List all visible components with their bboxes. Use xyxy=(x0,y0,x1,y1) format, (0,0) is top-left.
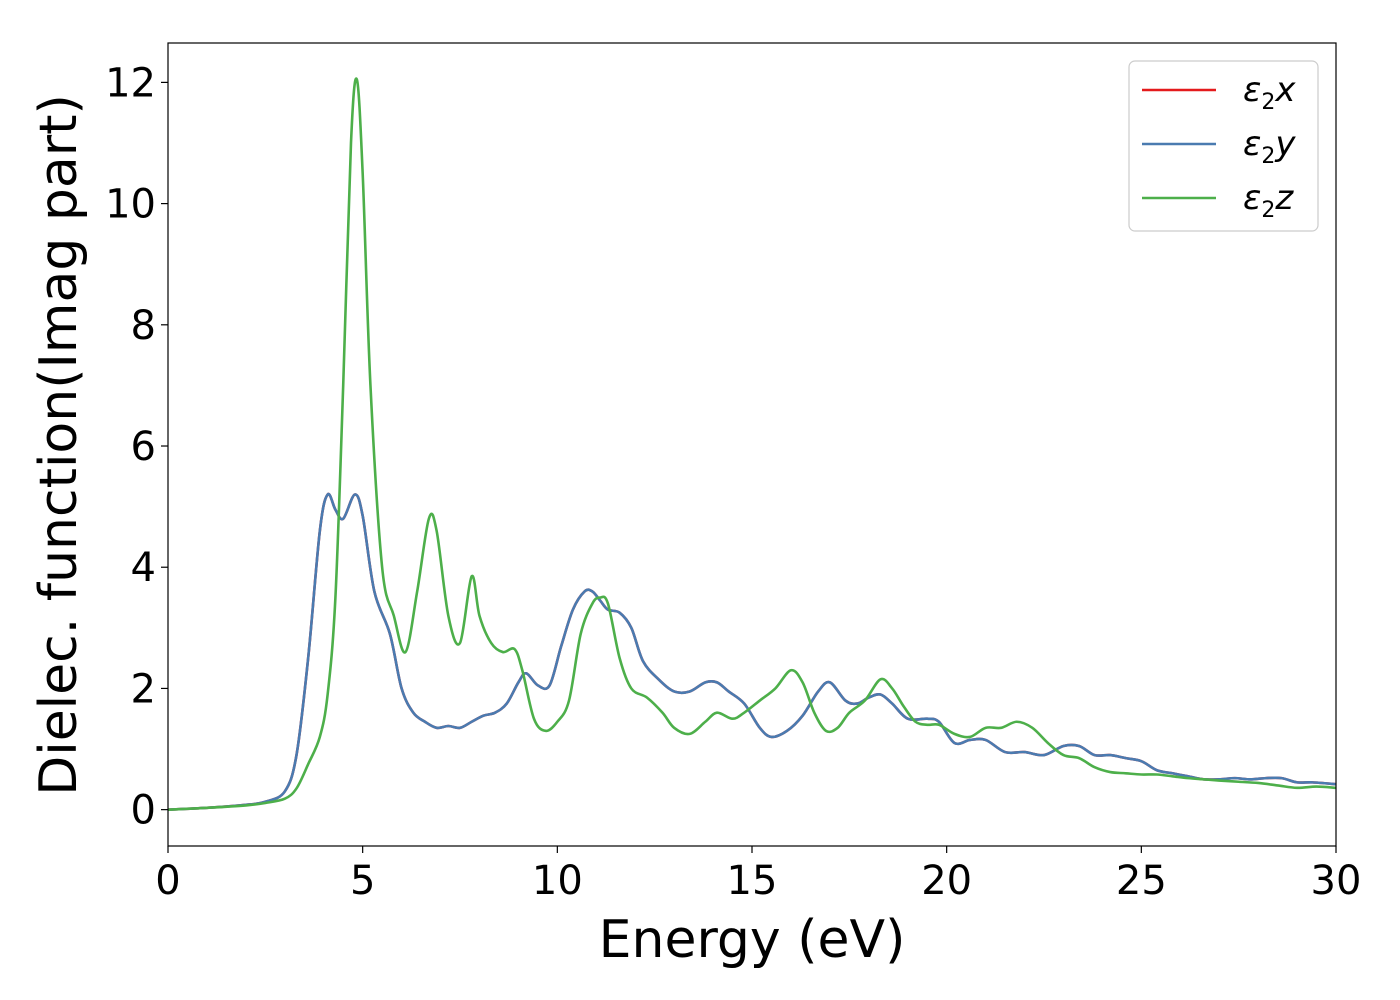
x-tick-label: 0 xyxy=(155,858,180,904)
y-axis: 0 2 4 6 8 10 12 xyxy=(105,60,168,834)
legend-entry-label: ε2z xyxy=(1243,178,1294,223)
y-tick-label: 10 xyxy=(105,182,156,228)
x-tick-label: 20 xyxy=(921,858,972,904)
x-axis-label: Energy (eV) xyxy=(599,910,906,970)
y-tick-label: 6 xyxy=(131,424,156,470)
x-tick-label: 10 xyxy=(532,858,583,904)
x-axis: 0 5 10 15 20 25 30 xyxy=(155,846,1361,904)
x-tick-label: 5 xyxy=(350,858,375,904)
y-tick-label: 0 xyxy=(131,788,156,834)
legend: ε2x ε2y ε2z xyxy=(1128,60,1319,232)
y-tick-label: 12 xyxy=(105,60,156,106)
y-tick-label: 8 xyxy=(131,303,156,349)
y-axis-label: Dielec. function(Imag part) xyxy=(29,94,89,796)
series-layer xyxy=(168,77,1336,811)
legend-entry-label: ε2x xyxy=(1243,70,1296,115)
x-tick-label: 30 xyxy=(1311,858,1362,904)
y-tick-label: 4 xyxy=(131,545,156,591)
series-line-2 xyxy=(168,492,1336,811)
legend-box xyxy=(1128,60,1319,232)
legend-entry-label: ε2y xyxy=(1243,124,1296,169)
x-tick-label: 15 xyxy=(727,858,778,904)
series-line-3 xyxy=(168,77,1336,811)
y-tick-label: 2 xyxy=(131,666,156,712)
x-tick-label: 25 xyxy=(1116,858,1167,904)
